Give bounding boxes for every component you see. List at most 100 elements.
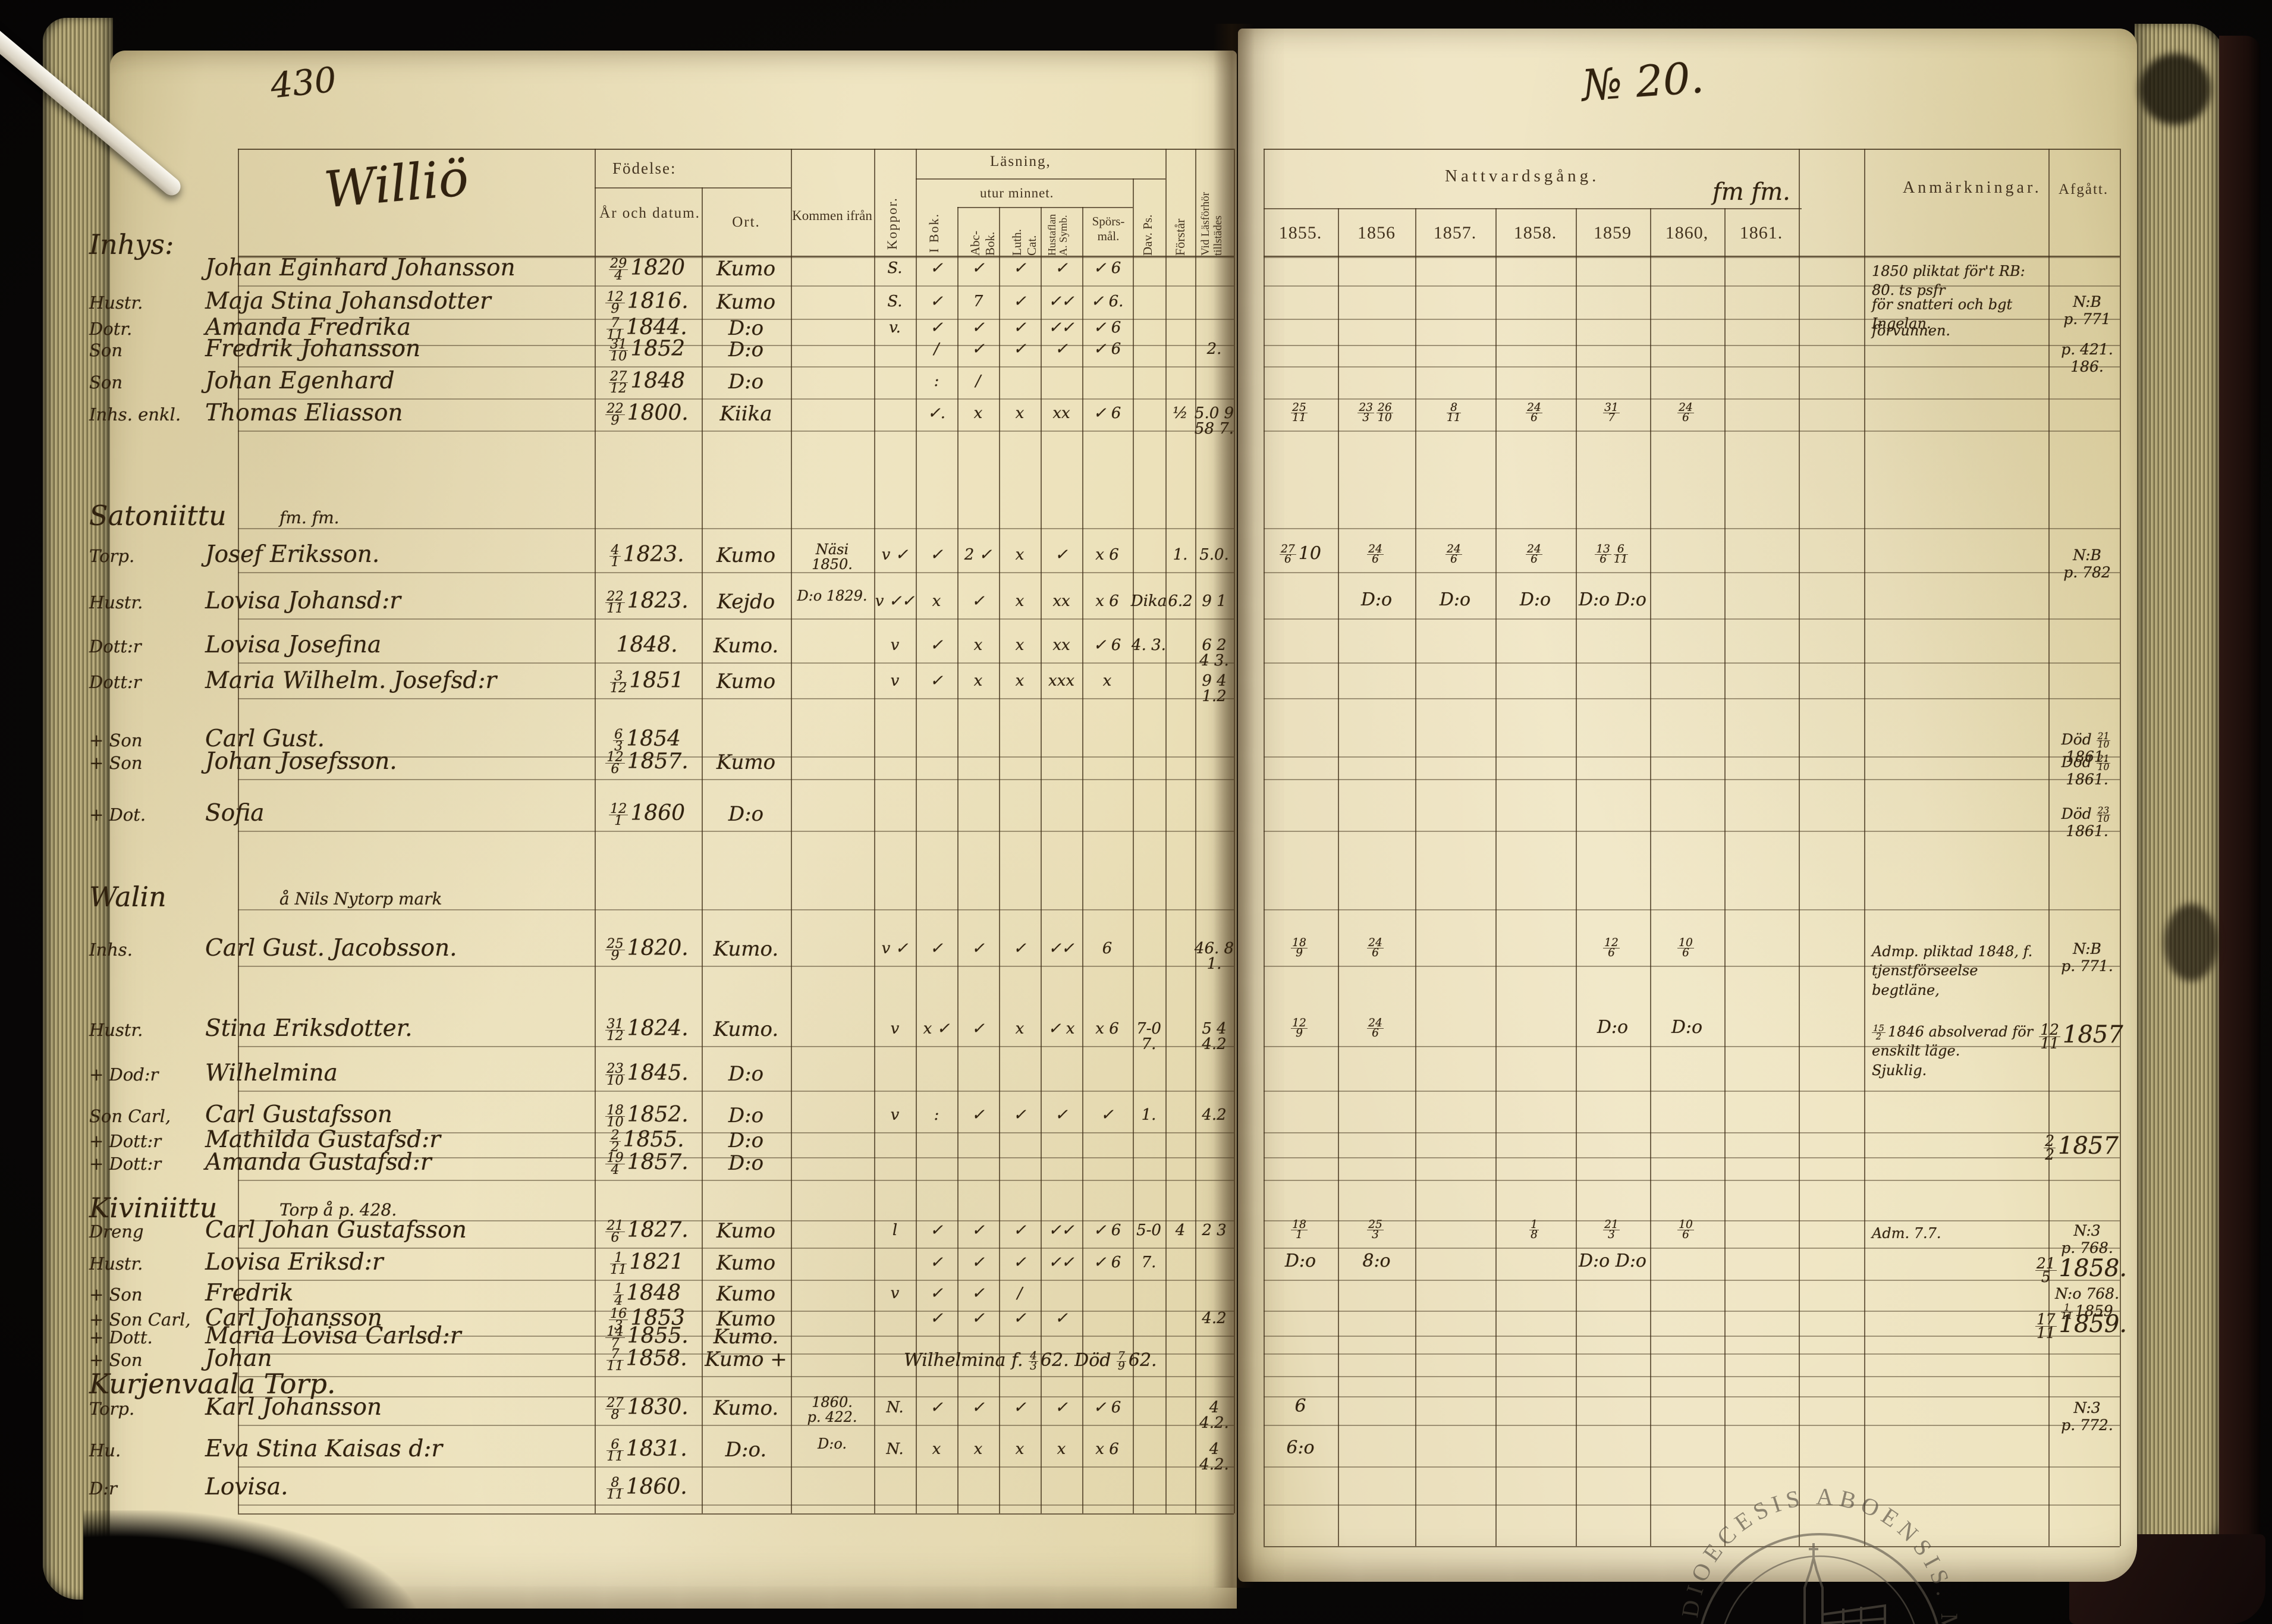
communion-date: 24 6 (1367, 937, 1384, 959)
birth-date: 2 2 1855. (609, 1127, 684, 1155)
row-name: Lovisa. (205, 1474, 288, 1500)
birth-place: Kumo. (713, 1325, 779, 1349)
section-label: Kiviniittu (89, 1192, 218, 1224)
birth-date: 12 6 1857. (605, 749, 689, 777)
birth-date: 27 8 1830. (605, 1394, 689, 1422)
reading-mark: v (890, 1284, 900, 1302)
birth-date: 31 12 1824. (605, 1016, 689, 1044)
reading-mark: 46. 8 1. (1194, 940, 1234, 973)
ink-blotch-mid-right (2164, 904, 2218, 981)
row-note: Wilhelmina f. 4 3 62. Död 7 9 62. (904, 1349, 1157, 1372)
stamp-church-icon (1803, 1543, 1886, 1624)
reading-mark: xxx (1048, 672, 1074, 690)
departed-note: Död 23 10 1861. (2061, 805, 2111, 840)
row-name: Thomas Eliasson (205, 400, 403, 426)
reading-mark: ✓ (972, 1254, 985, 1271)
row-name: Johan Josefsson. (205, 748, 397, 775)
reading-mark: ✓ (1101, 1106, 1114, 1124)
reading-mark: xx (1052, 636, 1070, 654)
departed-note: Död 21 10 1861. (2061, 730, 2111, 766)
reading-mark: ✓ (1055, 259, 1068, 277)
communion-date: 18 1 (1291, 1218, 1308, 1241)
reading-mark: v ✓✓ (875, 592, 915, 610)
communion-date: D:o (1439, 589, 1471, 610)
column-line (1495, 208, 1497, 1546)
row-line (957, 207, 1133, 208)
reading-mark: x (1015, 672, 1025, 690)
row-prefix: + Son (89, 730, 143, 750)
row-line (238, 1248, 1234, 1249)
reading-mark: ✓ (930, 636, 943, 654)
row-prefix: Hustr. (89, 1020, 143, 1040)
communion-date: 25 11 (1291, 401, 1308, 424)
birth-place: D:o (728, 802, 764, 826)
birth-date: 1 4 1848 (613, 1280, 681, 1308)
birth-date: 19 4 1857. (605, 1149, 689, 1177)
communion-date: 12 6 (1603, 937, 1620, 959)
reading-mark: ✓ (972, 259, 985, 277)
birth-place: D:o (728, 1129, 764, 1152)
birth-date: 29 4 1820 (608, 255, 686, 283)
departed-note: p. 421. 186. (2061, 341, 2113, 375)
communion-year-header: 1861. (1739, 223, 1783, 243)
reading-mark: ✓ (972, 1221, 985, 1239)
row-line (238, 1091, 1234, 1092)
row-name: Mathilda Gustafsd:r (205, 1126, 441, 1153)
departed-note: 17 11 1859. (2035, 1311, 2128, 1342)
section-label: Satoniittu (89, 500, 227, 532)
row-line (238, 966, 1234, 967)
reading-mark: / (934, 340, 939, 358)
row-line (238, 256, 1234, 257)
communion-date: 24 6 (1526, 543, 1542, 566)
reading-mark: ✓ 6 (1093, 404, 1121, 422)
communion-date: 23 3 26 10 (1357, 401, 1393, 424)
row-name: Johan (205, 1345, 272, 1372)
reading-mark: v ✓ (881, 940, 909, 957)
reading-mark: xx (1052, 592, 1070, 610)
row-name: Fredrik (205, 1280, 294, 1306)
row-line (1264, 1248, 2120, 1249)
column-line (1041, 207, 1042, 1513)
reading-mark: 2. (1206, 340, 1222, 358)
header-vaccinated: Koppor. (885, 197, 900, 250)
row-line (1264, 966, 2120, 967)
reading-mark: ✓✓ (1048, 319, 1074, 337)
reading-mark: ✓ (1013, 259, 1026, 277)
row-name: Maria Wilhelm. Josefsd:r (205, 667, 497, 694)
departed-note: N:o 768. 1 11 1859 (2054, 1285, 2120, 1321)
reading-mark: ✓ (972, 592, 985, 610)
row-line (238, 618, 1234, 620)
reading-mark: 5 4 4.2 (1202, 1020, 1227, 1053)
row-name: Josef Eriksson. (205, 541, 380, 568)
row-line (238, 909, 1234, 910)
remark: förvunnen. (1872, 322, 1951, 339)
reading-mark: x 6 (1095, 546, 1119, 564)
reading-mark: ✓ 6 (1093, 319, 1121, 337)
reading-mark: ✓ (972, 1399, 985, 1416)
row-prefix: Hustr. (89, 592, 143, 612)
reading-mark: x 6 (1095, 1440, 1119, 1458)
birth-date: 8 11 1860. (607, 1474, 687, 1502)
reading-mark: x (1015, 1020, 1025, 1038)
row-line (238, 285, 1234, 287)
communion-date: 24 6 (1445, 543, 1462, 566)
reading-mark: x (973, 1440, 983, 1458)
row-prefix: Son (89, 372, 123, 392)
row-prefix: + Dott:r (89, 1154, 162, 1174)
birth-place: Kiika (719, 402, 772, 426)
column-line (1650, 208, 1651, 1546)
row-line (238, 1425, 1234, 1426)
row-line (238, 1311, 1234, 1312)
departed-note: N:B p. 782 (2063, 546, 2111, 581)
birth-place: Kumo (716, 1282, 776, 1306)
remark: Adm. 7.7. (1872, 1225, 1941, 1242)
row-name: Maja Stina Johansdotter (205, 288, 491, 315)
departed-note: N:B p. 771. (2061, 940, 2113, 975)
birth-date: 16 3 1853 (608, 1305, 686, 1333)
birth-place: D:o (728, 1062, 764, 1086)
column-line (1264, 149, 1265, 1546)
reading-mark: ✓ (972, 319, 985, 337)
header-reading-group: Läsning, (990, 153, 1051, 169)
birth-date: 22 9 1800. (605, 400, 689, 428)
reading-mark: ✓✓ (1048, 940, 1074, 957)
